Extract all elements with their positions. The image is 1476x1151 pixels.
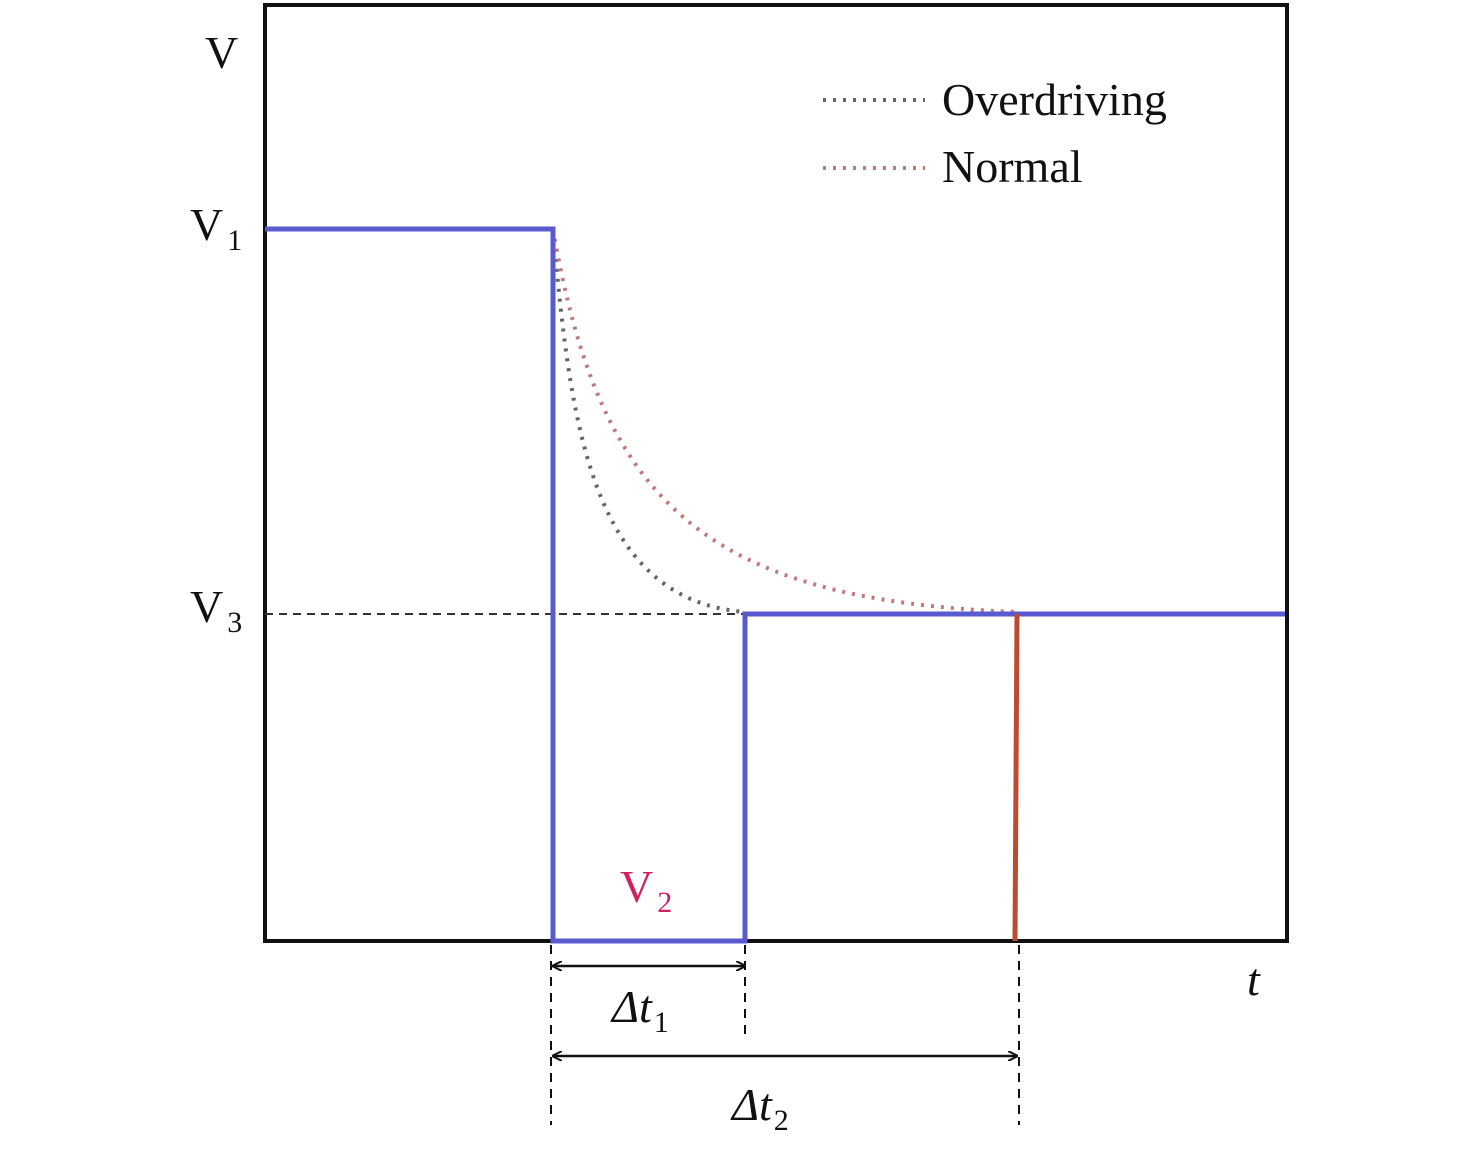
overdriving-curve <box>551 228 746 614</box>
time-guides <box>550 945 1020 1125</box>
label-sub: 1 <box>654 1006 669 1039</box>
frame <box>263 3 1289 943</box>
x-axis-label: t <box>1247 954 1261 1005</box>
normal-step <box>1012 613 1020 942</box>
normal-curve <box>551 228 1018 614</box>
interval-label: Δt2 <box>730 1079 789 1137</box>
label-base: V <box>190 199 223 250</box>
label-sub: 2 <box>657 886 672 919</box>
legend-label: Overdriving <box>942 74 1167 125</box>
legend-label: Normal <box>942 141 1083 192</box>
label-base: Δt <box>610 981 653 1032</box>
y-axis-label: V <box>205 27 238 78</box>
label-sub: 2 <box>774 1104 789 1137</box>
drive-waveform <box>265 226 1285 944</box>
label-sub: 1 <box>227 224 242 257</box>
label-sub: 3 <box>227 606 242 639</box>
label-base: V <box>190 581 223 632</box>
label-base: V <box>620 861 653 912</box>
interval-label: Δt1 <box>610 981 669 1039</box>
label-base: Δt <box>730 1079 773 1130</box>
